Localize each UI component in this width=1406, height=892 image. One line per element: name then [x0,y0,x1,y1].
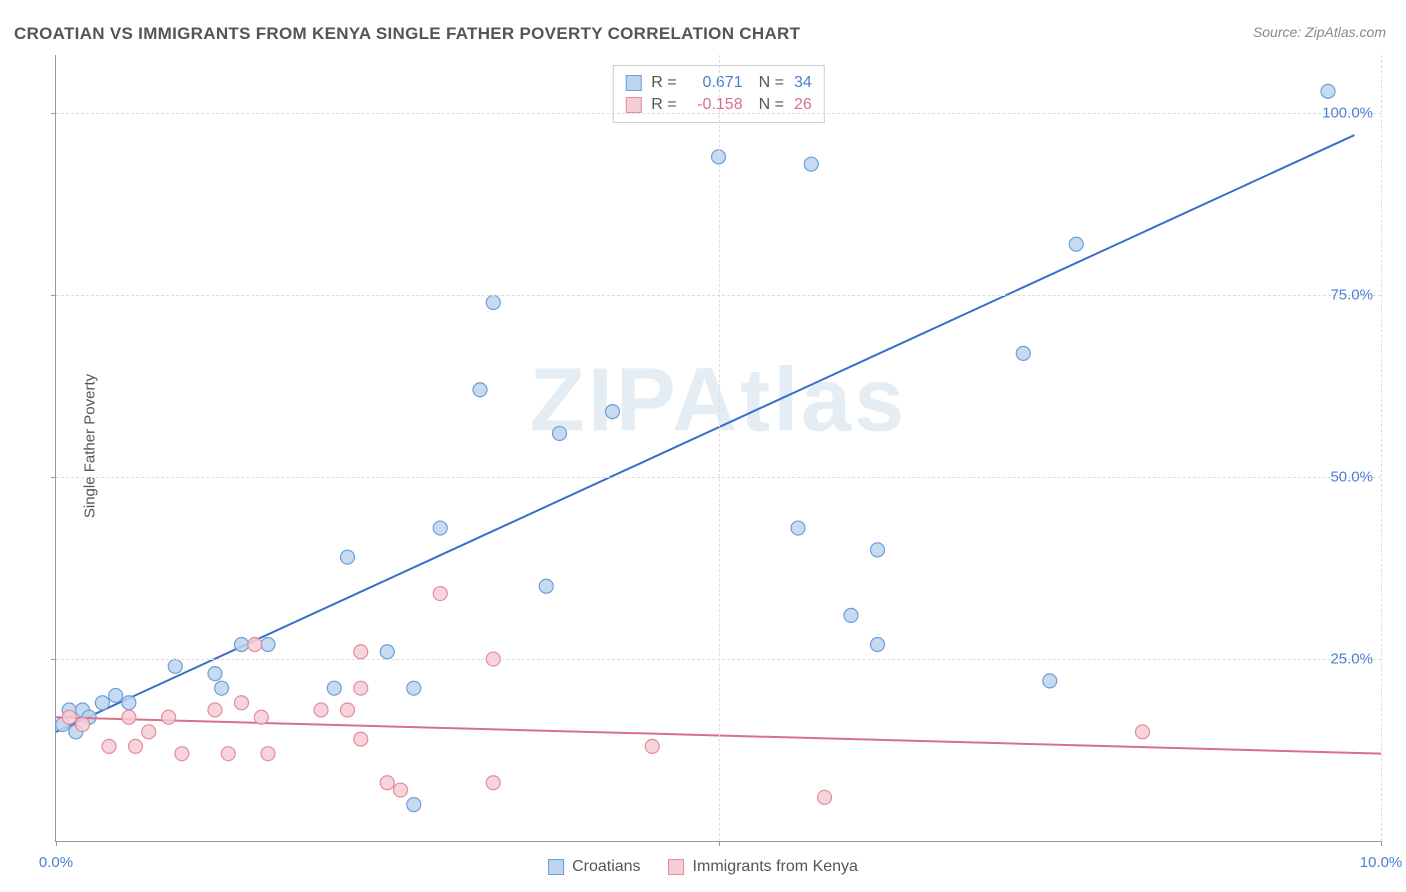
data-point [168,659,182,673]
y-tick-label: 50.0% [1330,469,1373,486]
data-point [76,718,90,732]
x-tick-label: 10.0% [1360,854,1403,871]
data-point [645,739,659,753]
legend-r-value: -0.158 [687,96,743,114]
data-point [354,645,368,659]
legend-series-item: Immigrants from Kenya [669,858,858,876]
data-point [208,667,222,681]
data-point [95,696,109,710]
legend-swatch [625,75,641,91]
data-point [473,383,487,397]
data-point [109,688,123,702]
data-point [486,295,500,309]
data-point [62,710,76,724]
data-point [314,703,328,717]
legend-series: Croatians Immigrants from Kenya [548,858,858,876]
y-tick-label: 75.0% [1330,287,1373,304]
data-point [380,776,394,790]
data-point [380,645,394,659]
data-point [221,747,235,761]
data-point [433,521,447,535]
legend-swatch [625,97,641,113]
data-point [122,696,136,710]
data-point [553,426,567,440]
legend-series-label: Croatians [572,858,640,876]
data-point [162,710,176,724]
data-point [215,681,229,695]
data-point [248,638,262,652]
y-tick-label: 25.0% [1330,651,1373,668]
data-point [1321,84,1335,98]
data-point [354,732,368,746]
source-attribution: Source: ZipAtlas.com [1253,24,1386,40]
data-point [129,739,143,753]
data-point [818,790,832,804]
data-point [486,776,500,790]
x-tick-label: 0.0% [39,854,73,871]
data-point [354,681,368,695]
data-point [208,703,222,717]
data-point [254,710,268,724]
plot-area: ZIPAtlas R =0.671N =34R =-0.158N =26 25.… [55,55,1381,842]
data-point [341,703,355,717]
data-point [539,579,553,593]
legend-series-item: Croatians [548,858,640,876]
legend-series-label: Immigrants from Kenya [693,858,858,876]
legend-r-label: R = [651,74,676,92]
chart-title: CROATIAN VS IMMIGRANTS FROM KENYA SINGLE… [14,24,800,44]
data-point [235,696,249,710]
y-tick-label: 100.0% [1322,105,1373,122]
data-point [871,543,885,557]
data-point [844,608,858,622]
data-point [235,638,249,652]
data-point [407,798,421,812]
legend-n-label: N = [759,96,784,114]
data-point [1016,346,1030,360]
data-point [407,681,421,695]
data-point [1136,725,1150,739]
legend-n-value: 26 [794,96,812,114]
data-point [394,783,408,797]
grid-line-vertical [1381,55,1382,841]
legend-n-value: 34 [794,74,812,92]
legend-swatch [548,859,564,875]
legend-r-label: R = [651,96,676,114]
data-point [142,725,156,739]
data-point [327,681,341,695]
data-point [261,747,275,761]
data-point [261,638,275,652]
data-point [606,405,620,419]
data-point [1043,674,1057,688]
data-point [791,521,805,535]
data-point [341,550,355,564]
data-point [102,739,116,753]
legend-n-label: N = [759,74,784,92]
grid-line-vertical [719,55,720,841]
data-point [1069,237,1083,251]
data-point [122,710,136,724]
legend-r-value: 0.671 [687,74,743,92]
data-point [175,747,189,761]
legend-swatch [669,859,685,875]
data-point [804,157,818,171]
data-point [433,587,447,601]
data-point [871,638,885,652]
